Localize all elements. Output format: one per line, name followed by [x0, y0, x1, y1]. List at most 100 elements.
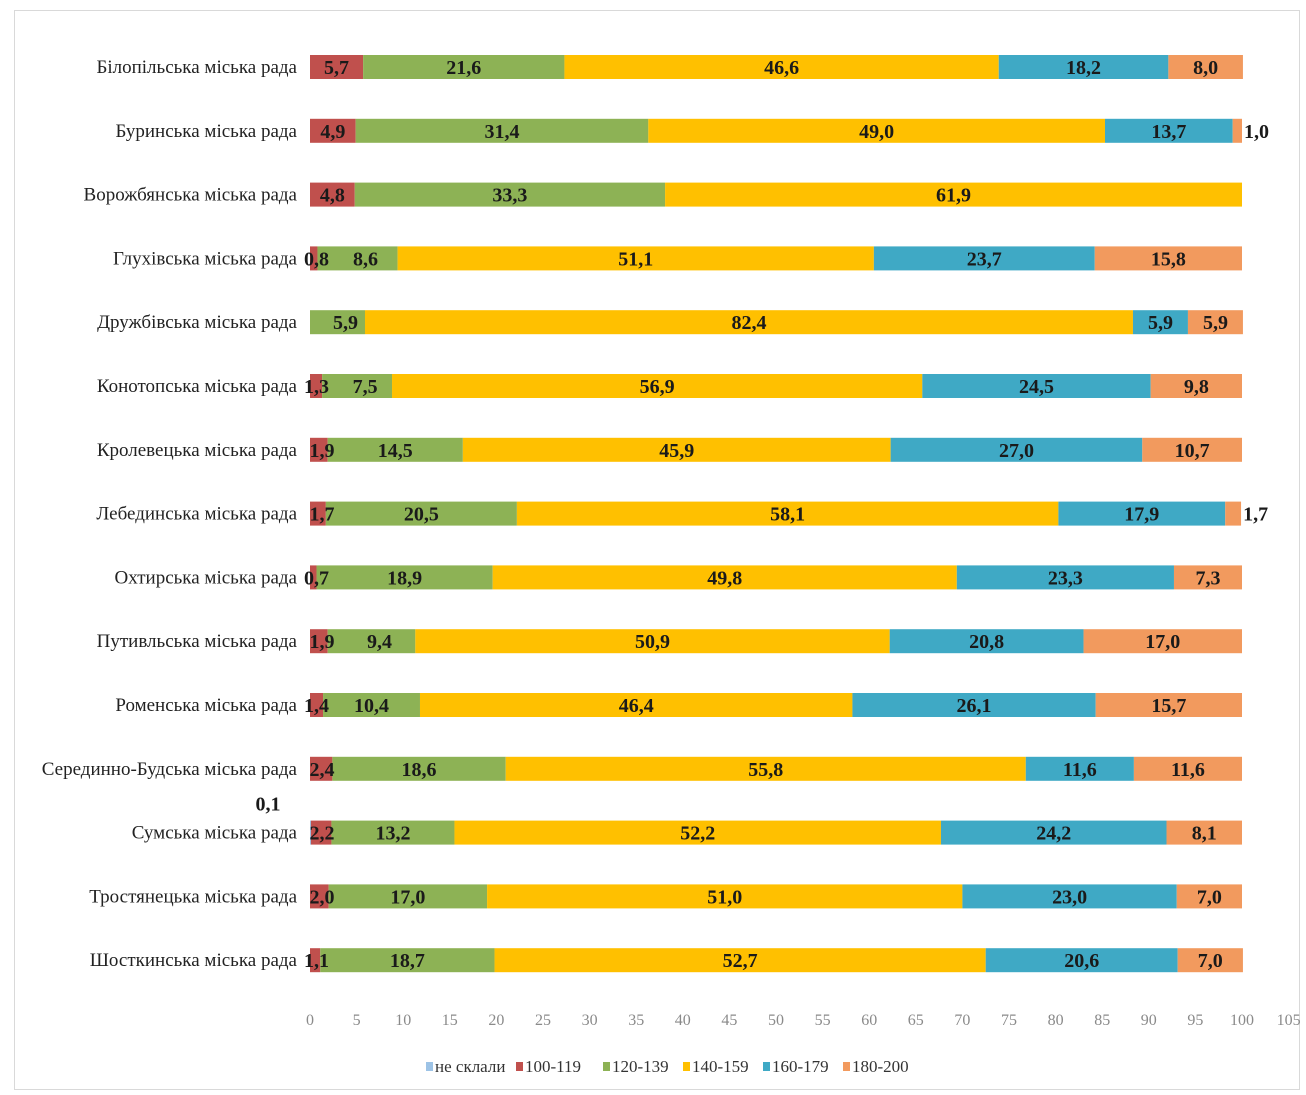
value-label: 50,9	[635, 631, 670, 653]
value-labels-layer: 5,7 21,6 46,6 18,2 8,0 4,9 31,4 49,0 13,7 1,0 4,8 3…	[256, 57, 1270, 972]
category-label: Глухівська міська рада	[113, 248, 298, 269]
value-label: 1,7	[1243, 504, 1268, 526]
bar-segment	[397, 246, 874, 271]
value-label: 56,9	[640, 376, 675, 398]
category-label: Шосткинська міська рада	[90, 950, 298, 971]
category-label: Сумська міська рада	[132, 823, 298, 844]
value-label: 9,8	[1184, 376, 1209, 398]
bar-segment	[323, 693, 420, 717]
x-tick-label: 60	[861, 1012, 877, 1029]
x-tick-label: 100	[1230, 1012, 1254, 1029]
bar-segment	[956, 565, 1174, 590]
bar-segment	[516, 501, 1059, 526]
bar-segment	[998, 55, 1169, 79]
bar-segment	[310, 693, 324, 717]
legend-swatch	[603, 1062, 610, 1071]
bar-segment	[392, 374, 923, 398]
bar-segment	[364, 310, 1133, 335]
legend-label: 100-119	[525, 1057, 581, 1076]
x-tick-label: 0	[306, 1012, 314, 1029]
value-label: 46,6	[764, 57, 799, 79]
value-label: 11,6	[1063, 759, 1097, 781]
legend-swatch	[516, 1062, 523, 1071]
x-tick-label: 10	[395, 1012, 411, 1029]
category-label: Дружбівська міська рада	[97, 312, 297, 333]
bar-segment	[363, 55, 565, 79]
bars-layer	[310, 55, 1243, 973]
bar-segment	[310, 820, 332, 845]
bar-segment	[1232, 118, 1242, 143]
value-label: 5,9	[1203, 312, 1228, 334]
bar-segment	[327, 437, 463, 462]
bar-segment	[415, 629, 890, 654]
bar-segment	[331, 820, 455, 845]
value-label: 15,8	[1151, 248, 1186, 270]
value-label: 7,3	[1195, 567, 1220, 589]
value-label: 11,6	[1171, 759, 1205, 781]
value-label: 8,1	[1192, 823, 1217, 845]
value-label: 49,8	[707, 567, 742, 589]
legend: не склали 100-119 120-139 140-159 160-179 180…	[426, 1057, 909, 1076]
bar-segment	[492, 565, 957, 590]
bar-segment	[1176, 884, 1242, 909]
bar-segment	[310, 182, 355, 207]
value-label: 7,5	[353, 376, 378, 398]
bar-segment	[325, 501, 517, 526]
bar-segment	[419, 693, 853, 717]
bar-segment	[1133, 756, 1242, 781]
legend-label: 120-139	[612, 1057, 669, 1076]
bar-segment	[462, 437, 891, 462]
category-label: Білопільська міська рада	[96, 57, 297, 78]
category-label: Лебединська міська рада	[96, 504, 297, 525]
bar-segment	[310, 437, 328, 462]
value-label: 7,0	[1197, 886, 1222, 908]
bar-segment	[316, 565, 493, 590]
legend-swatch	[763, 1062, 770, 1071]
bar-segment	[1142, 437, 1242, 462]
value-label: 20,5	[404, 504, 439, 526]
bar-segment	[890, 437, 1143, 462]
value-label: 4,8	[320, 185, 345, 207]
bar-segment	[310, 629, 328, 654]
bar-segment	[310, 246, 318, 271]
bar-segment	[1083, 629, 1242, 654]
bar-segment	[505, 756, 1026, 781]
bar-segment	[1168, 55, 1243, 79]
value-label: 51,1	[618, 248, 653, 270]
value-label: 20,8	[969, 631, 1004, 653]
bar-segment	[852, 693, 1096, 717]
bar-segment	[310, 948, 321, 973]
value-label: 17,9	[1124, 504, 1159, 526]
x-tick-label: 25	[535, 1012, 551, 1029]
bar-segment	[1095, 693, 1242, 717]
value-label: 46,4	[619, 695, 654, 717]
bar-segment	[310, 820, 311, 845]
category-label: Конотопська міська рада	[97, 376, 298, 397]
bar-segment	[355, 118, 649, 143]
value-label: 1,7	[310, 504, 335, 526]
value-label: 1,1	[304, 950, 329, 972]
value-label: 1,9	[310, 440, 335, 462]
bar-segment	[328, 884, 488, 909]
x-tick-label: 55	[815, 1012, 831, 1029]
value-label: 58,1	[770, 504, 805, 526]
bar-segment	[922, 374, 1151, 398]
bar-segment	[320, 948, 495, 973]
x-tick-label: 20	[488, 1012, 504, 1029]
value-label: 7,0	[1198, 950, 1223, 972]
category-label: Серединно-Будська міська рада	[42, 759, 298, 780]
value-label: 52,7	[723, 950, 758, 972]
bar-segment	[310, 756, 333, 781]
bar-segment	[1150, 374, 1242, 398]
value-label: 14,5	[378, 440, 413, 462]
x-tick-label: 5	[353, 1012, 361, 1029]
value-label: 61,9	[936, 185, 971, 207]
bar-segment	[310, 310, 365, 335]
legend-swatch	[426, 1062, 433, 1071]
value-label: 13,2	[375, 823, 410, 845]
bar-segment	[1166, 820, 1242, 845]
legend-label: 140-159	[692, 1057, 749, 1076]
legend-swatch	[683, 1062, 690, 1071]
bar-segment	[494, 948, 986, 973]
